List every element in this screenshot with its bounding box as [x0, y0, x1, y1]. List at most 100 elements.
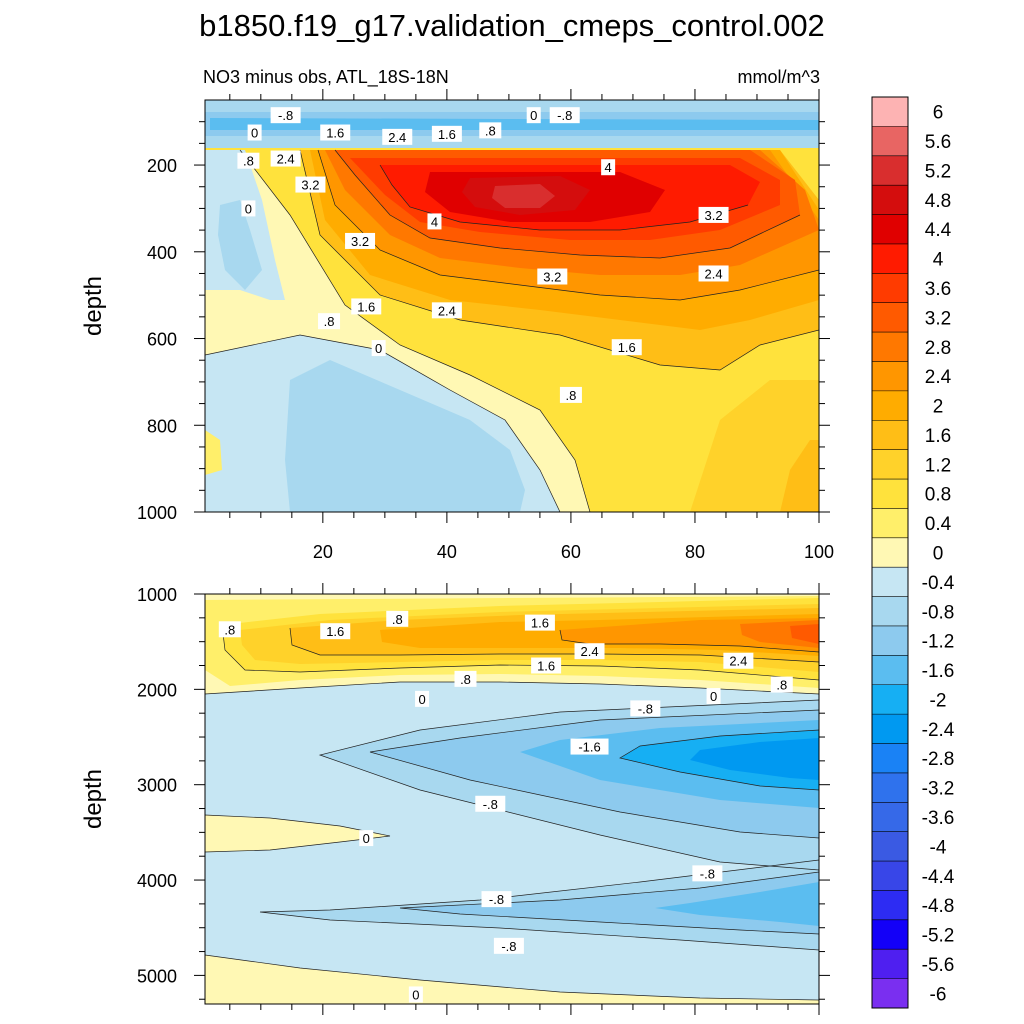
- contour-label-box: [698, 206, 729, 223]
- contour-label: 2.4: [580, 644, 598, 659]
- contour-label-box: [692, 865, 723, 882]
- colorbar-label: -0.8: [922, 602, 955, 623]
- contour-label-box: [611, 339, 642, 356]
- contour-label-box: [382, 128, 413, 145]
- lower-contour-labels: .8 1.6 .8 1.6 2.4 1.6 2.4 .8 0 0 .8 -.8 -1.6 -.8 0 -.8 -…: [218, 610, 793, 1003]
- colorbar-label: -4: [930, 837, 947, 858]
- upper-plot-frame: [204, 99, 820, 513]
- contour-label: 1.6: [438, 127, 456, 142]
- colorbar-swatch: [872, 273, 908, 304]
- colorbar-swatch: [872, 919, 908, 950]
- lower-contour-line-neg-0.4: [318, 699, 819, 871]
- lower-panel: 1000 2000 3000 4000 5000 .8 1.6 .8 1.6 2.4 1.6 2.4…: [80, 583, 830, 1015]
- contour-label: -.8: [483, 797, 498, 812]
- colorbar-label: 3.6: [925, 279, 951, 300]
- contour-label: .8: [224, 622, 235, 637]
- contour-label: -1.6: [578, 740, 600, 755]
- colorbar-frame: [871, 96, 909, 1009]
- figure-title: b1850.f19_g17.validation_cmeps_control.0…: [199, 8, 825, 43]
- upper-panel: NO3 minus obs, ATL_18S-18N mmol/m^3: [80, 67, 834, 562]
- upper-contour-line-4.0: [379, 164, 749, 231]
- upper-fill-surface-neg-min: [210, 118, 819, 130]
- contour-label: 1.6: [618, 340, 636, 355]
- colorbar-swatch: [872, 978, 908, 1009]
- upper-y-tick-label: 600: [147, 330, 177, 350]
- colorbar-label: 2.8: [925, 338, 951, 359]
- colorbar-swatch: [872, 772, 908, 803]
- contour-label: 1.6: [326, 126, 344, 141]
- units-label: mmol/m^3: [738, 67, 820, 87]
- colorbar-swatch: [872, 567, 908, 597]
- contour-label-box: [698, 265, 729, 282]
- colorbar-swatch: [872, 126, 908, 157]
- colorbar-swatch: [872, 625, 908, 656]
- colorbar-swatch: [872, 596, 908, 627]
- contour-label: 3.2: [351, 234, 369, 249]
- colorbar-swatch: [872, 537, 908, 568]
- contour-label-box: [431, 125, 462, 142]
- colorbar-swatch: [872, 861, 908, 891]
- colorbar-label: -1.2: [922, 632, 955, 653]
- lower-contour-line-0.8: [221, 624, 819, 681]
- colorbar-swatch: [872, 420, 908, 450]
- lower-contour-line-neg-1.6: [619, 729, 819, 791]
- contour-label-box: [475, 795, 506, 812]
- upper-x-tick-label: 80: [685, 542, 705, 562]
- colorbar-swatch: [872, 479, 908, 509]
- colorbar-label: 3.2: [925, 308, 951, 329]
- contour-label-box: [481, 891, 512, 908]
- contour-label-box: [351, 298, 382, 315]
- upper-x-tick-label: 20: [313, 542, 333, 562]
- contour-label: 1.6: [537, 659, 555, 674]
- contour-label-box: [549, 107, 580, 124]
- upper-fill-0.4: [205, 430, 222, 475]
- upper-y-tick-label: 400: [147, 243, 177, 263]
- upper-y-tick-label: 800: [147, 416, 177, 436]
- upper-contour-line-0.4: [239, 149, 591, 512]
- lower-contour-line-bottom: [205, 954, 819, 1001]
- contour-label: -.8: [557, 108, 572, 123]
- upper-fill-1.6-deep: [690, 380, 819, 512]
- contour-label: 1.6: [531, 616, 549, 631]
- colorbar-swatch: [872, 802, 908, 832]
- contour-label-box: [320, 623, 351, 640]
- variable-label: NO3 minus obs, ATL_18S-18N: [203, 67, 449, 88]
- contour-label-box: [408, 986, 423, 1003]
- contour-label-box: [479, 122, 502, 139]
- contour-label-box: [320, 124, 351, 141]
- lower-y-tick-label: 5000: [137, 966, 177, 986]
- contour-label-box: [431, 302, 462, 319]
- colorbar-swatch: [872, 684, 908, 715]
- colorbar-swatch: [872, 831, 908, 862]
- colorbar-label: 0.4: [925, 514, 952, 535]
- contour-label-box: [454, 670, 477, 687]
- contour-label-box: [241, 200, 256, 217]
- contour-label: 0: [375, 341, 382, 356]
- contour-label-box: [723, 652, 754, 669]
- contour-label: 0: [412, 987, 419, 1002]
- contour-label: .8: [776, 678, 787, 693]
- contour-label-box: [537, 268, 568, 285]
- contour-label-box: [218, 621, 241, 638]
- lower-y-tick-label: 1000: [137, 585, 177, 605]
- contour-label-box: [415, 690, 430, 707]
- contour-label: 0: [245, 201, 252, 216]
- contour-label: 0: [418, 692, 425, 707]
- lower-y-axis-label: depth: [80, 769, 107, 829]
- contour-label: .8: [324, 314, 335, 329]
- contour-label-box: [237, 152, 260, 169]
- contour-label-box: [295, 176, 326, 193]
- contour-label: 4: [605, 160, 612, 175]
- contour-label-box: [345, 232, 376, 249]
- contour-label: -.8: [501, 939, 516, 954]
- contour-label-box: [524, 614, 555, 631]
- contour-label-box: [247, 124, 262, 141]
- colorbar-swatch: [872, 155, 908, 186]
- colorbar-label: 2.4: [925, 367, 952, 388]
- contour-label-box: [359, 830, 374, 847]
- upper-y-tick-label: 200: [147, 156, 177, 176]
- upper-contour-fill: [205, 100, 819, 512]
- colorbar-label: 1.2: [925, 455, 951, 476]
